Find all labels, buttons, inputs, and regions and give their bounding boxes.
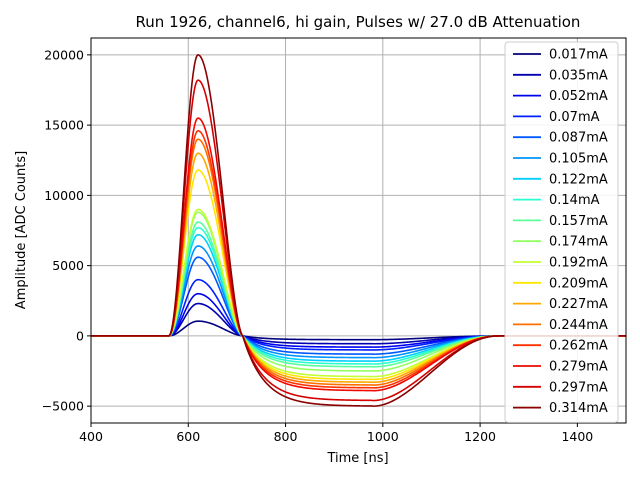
legend-entry: 0.14mA <box>549 193 600 208</box>
x-tick-label: 1000 <box>367 429 399 444</box>
y-tick-label: 10000 <box>44 188 84 203</box>
legend-entry: 0.244mA <box>549 318 608 333</box>
legend-entry: 0.227mA <box>549 297 608 312</box>
legend-entry: 0.262mA <box>549 339 608 354</box>
legend-entry: 0.192mA <box>549 256 608 271</box>
legend-entry: 0.122mA <box>549 172 608 187</box>
legend-entry: 0.157mA <box>549 214 608 229</box>
x-tick-label: 1200 <box>464 429 496 444</box>
legend: 0.017mA 0.035mA 0.052mA 0.07mA 0.087mA 0.105m… <box>504 41 619 423</box>
legend-entry: 0.297mA <box>549 380 608 395</box>
legend-entry: 0.087mA <box>549 131 608 146</box>
y-axis-label: Amplitude [ADC Counts] <box>14 151 29 309</box>
y-tick-label: −5000 <box>42 399 84 414</box>
y-tick-label: 20000 <box>44 47 84 62</box>
legend-entry: 0.209mA <box>549 276 608 291</box>
y-tick-label: 5000 <box>52 258 84 273</box>
axis-ticks: 400 600 800 1000 1200 1400 −5000 0 5000 10000 1500… <box>42 47 594 444</box>
legend-entry: 0.052mA <box>549 89 608 104</box>
legend-entry: 0.174mA <box>549 235 608 250</box>
x-tick-label: 800 <box>274 429 298 444</box>
y-tick-label: 15000 <box>44 118 84 133</box>
x-tick-label: 1400 <box>561 429 593 444</box>
y-tick-label: 0 <box>76 328 84 343</box>
x-tick-label: 600 <box>176 429 200 444</box>
legend-entry: 0.017mA <box>549 48 608 63</box>
plot-frame <box>90 37 627 424</box>
legend-entry: 0.07mA <box>549 110 600 125</box>
legend-entry: 0.314mA <box>549 401 608 416</box>
legend-entry: 0.105mA <box>549 152 608 167</box>
legend-entry: 0.279mA <box>549 360 608 375</box>
x-axis-label: Time [ns] <box>326 451 388 466</box>
chart-title: Run 1926, channel6, hi gain, Pulses w/ 2… <box>136 13 581 31</box>
x-tick-label: 400 <box>79 429 103 444</box>
legend-entry: 0.035mA <box>549 68 608 83</box>
